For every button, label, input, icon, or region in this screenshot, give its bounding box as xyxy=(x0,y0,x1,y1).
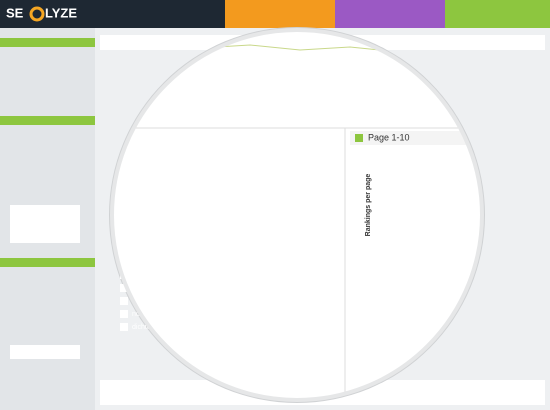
logo: LYZE xyxy=(45,5,77,20)
sidebar-box xyxy=(10,205,80,243)
logo-icon xyxy=(29,6,45,22)
panel-icon xyxy=(355,134,363,142)
sidebar-header xyxy=(0,258,95,267)
top-bar xyxy=(0,0,225,28)
sidebar-button[interactable] xyxy=(10,345,80,359)
lens-edge xyxy=(110,28,484,402)
magnifier: Page 1-10 Rankings per page xyxy=(112,30,482,400)
sidebar-active xyxy=(0,116,95,125)
logo: SE xyxy=(6,5,24,20)
tab[interactable] xyxy=(225,0,335,28)
lens-content xyxy=(112,30,482,400)
panel-header xyxy=(350,131,482,145)
panel-title: Page 1-10 xyxy=(368,132,410,142)
y-axis-label: Rankings per page xyxy=(365,174,372,237)
tab[interactable] xyxy=(335,0,445,28)
tab[interactable] xyxy=(445,0,550,28)
sidebar-header xyxy=(0,38,95,47)
